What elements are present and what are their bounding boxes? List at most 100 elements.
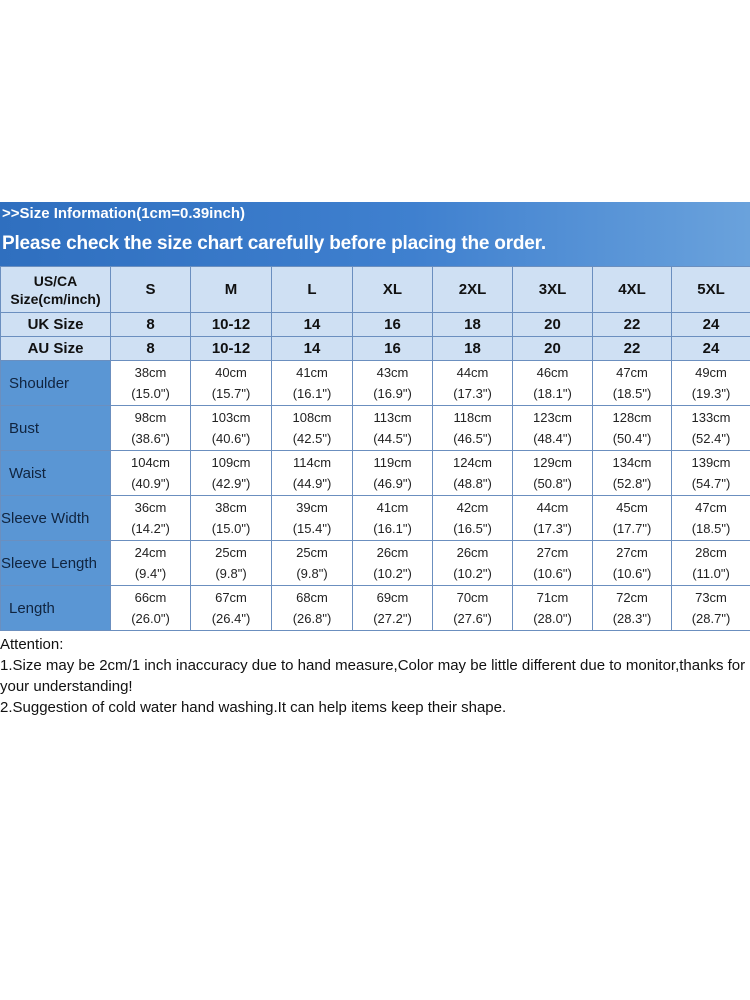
- inch-value: (38.6"): [131, 431, 170, 446]
- inch-value: (10.2"): [373, 566, 412, 581]
- cm-value: 133cm: [691, 410, 731, 425]
- inch-value: (15.0"): [131, 386, 170, 401]
- cm-value: 123cm: [532, 410, 573, 425]
- inch-value: (10.6"): [612, 566, 652, 581]
- measurement-label: Sleeve Width: [0, 495, 111, 541]
- inch-value: (15.4"): [292, 521, 332, 536]
- measurement-cell: 103cm (40.6"): [190, 405, 272, 451]
- inch-value: (26.4"): [211, 611, 251, 626]
- cm-value: 26cm: [456, 545, 489, 560]
- cm-value: 66cm: [134, 590, 167, 605]
- measurement-cell: 43cm (16.9"): [352, 360, 433, 406]
- inch-value: (16.1"): [373, 521, 412, 536]
- cm-value: 44cm: [456, 365, 489, 380]
- cm-value: 40cm: [215, 365, 247, 380]
- inch-value: (27.6"): [453, 611, 492, 626]
- inch-value: (17.7"): [612, 521, 652, 536]
- cm-value: 46cm: [536, 365, 569, 380]
- measurement-cell: 72cm (28.3"): [592, 585, 672, 631]
- inch-value: (48.4"): [533, 431, 572, 446]
- cm-value: 24cm: [134, 545, 167, 560]
- uk-size-cell: 10-12: [190, 312, 272, 337]
- cm-value: 129cm: [532, 455, 573, 470]
- inch-value: (44.5"): [373, 431, 412, 446]
- measurement-cell: 109cm (42.9"): [190, 450, 272, 496]
- measurement-cell: 36cm (14.2"): [110, 495, 191, 541]
- measurement-cell: 27cm (10.6"): [512, 540, 593, 586]
- measurement-cell: 124cm (48.8"): [432, 450, 513, 496]
- uk-size-cell: 14: [271, 312, 353, 337]
- measurement-cell: 139cm (54.7"): [671, 450, 750, 496]
- measurement-cell: 128cm (50.4"): [592, 405, 672, 451]
- au-size-cell: 20: [512, 336, 593, 361]
- corner-label-line1: US/CA: [33, 272, 78, 289]
- measurement-cell: 114cm (44.9"): [271, 450, 353, 496]
- inch-value: (9.8"): [215, 566, 247, 581]
- corner-label: US/CA Size(cm/inch): [0, 266, 111, 313]
- inch-value: (10.2"): [453, 566, 492, 581]
- size-info-heading: >>Size Information(1cm=0.39inch): [2, 205, 245, 222]
- cm-value: 108cm: [292, 410, 332, 425]
- inch-value: (17.3"): [533, 521, 572, 536]
- measurement-cell: 118cm (46.5"): [432, 405, 513, 451]
- cm-value: 26cm: [376, 545, 409, 560]
- size-info-banner: >>Size Information(1cm=0.39inch) Please …: [0, 202, 750, 266]
- cm-value: 119cm: [373, 455, 412, 470]
- measurement-cell: 123cm (48.4"): [512, 405, 593, 451]
- au-size-cell: 24: [671, 336, 750, 361]
- measurement-row: Waist 104cm (40.9") 109cm (42.9") 114cm (44.9"…: [0, 450, 750, 496]
- inch-value: (14.2"): [131, 521, 170, 536]
- cm-value: 38cm: [215, 500, 247, 515]
- measurement-label: Waist: [0, 450, 111, 496]
- us-size-row: US/CA Size(cm/inch) S M L XL 2XL 3XL 4XL 5XL: [0, 266, 750, 313]
- measurement-cell: 129cm (50.8"): [512, 450, 593, 496]
- inch-value: (9.4"): [134, 566, 167, 581]
- measurement-cell: 69cm (27.2"): [352, 585, 433, 631]
- measurement-cell: 27cm (10.6"): [592, 540, 672, 586]
- inch-value: (11.0"): [692, 566, 730, 581]
- inch-value: (50.4"): [612, 431, 652, 446]
- au-size-cell: 10-12: [190, 336, 272, 361]
- measurement-cell: 108cm (42.5"): [271, 405, 353, 451]
- cm-value: 28cm: [695, 545, 727, 560]
- inch-value: (28.7"): [691, 611, 731, 626]
- measurement-cell: 133cm (52.4"): [671, 405, 750, 451]
- cm-value: 139cm: [691, 455, 731, 470]
- inch-value: (19.3"): [691, 386, 731, 401]
- inch-value: (50.8"): [533, 476, 572, 491]
- measurement-cell: 24cm (9.4"): [110, 540, 191, 586]
- us-size-cell: 4XL: [592, 266, 672, 313]
- cm-value: 38cm: [134, 365, 167, 380]
- cm-value: 70cm: [456, 590, 489, 605]
- measurement-cell: 41cm (16.1"): [352, 495, 433, 541]
- au-size-cell: 22: [592, 336, 672, 361]
- measurement-row: Sleeve Width 36cm (14.2") 38cm (15.0") 39cm (1…: [0, 495, 750, 541]
- inch-value: (16.1"): [292, 386, 332, 401]
- inch-value: (17.3"): [453, 386, 492, 401]
- inch-value: (52.4"): [691, 431, 731, 446]
- measurement-cell: 119cm (46.9"): [352, 450, 433, 496]
- measurement-cell: 42cm (16.5"): [432, 495, 513, 541]
- cm-value: 98cm: [134, 410, 167, 425]
- cm-value: 124cm: [452, 455, 493, 470]
- attention-title: Attention:: [0, 636, 64, 653]
- inch-value: (54.7"): [691, 476, 731, 491]
- measurement-cell: 73cm (28.7"): [671, 585, 750, 631]
- cm-value: 25cm: [215, 545, 247, 560]
- us-size-cell: L: [271, 266, 353, 313]
- au-size-cell: 18: [432, 336, 513, 361]
- inch-value: (16.9"): [373, 386, 412, 401]
- inch-value: (18.5"): [691, 521, 731, 536]
- measurement-cell: 25cm (9.8"): [190, 540, 272, 586]
- size-chart-table: US/CA Size(cm/inch) S M L XL 2XL 3XL 4XL 5XL UK…: [0, 266, 750, 631]
- cm-value: 47cm: [695, 500, 727, 515]
- measurement-cell: 44cm (17.3"): [512, 495, 593, 541]
- us-size-cell: XL: [352, 266, 433, 313]
- inch-value: (18.1"): [533, 386, 572, 401]
- cm-value: 41cm: [376, 500, 409, 515]
- cm-value: 27cm: [616, 545, 648, 560]
- cm-value: 114cm: [292, 455, 332, 470]
- inch-value: (16.5"): [453, 521, 492, 536]
- measurement-label: Bust: [0, 405, 111, 451]
- uk-size-cell: 16: [352, 312, 433, 337]
